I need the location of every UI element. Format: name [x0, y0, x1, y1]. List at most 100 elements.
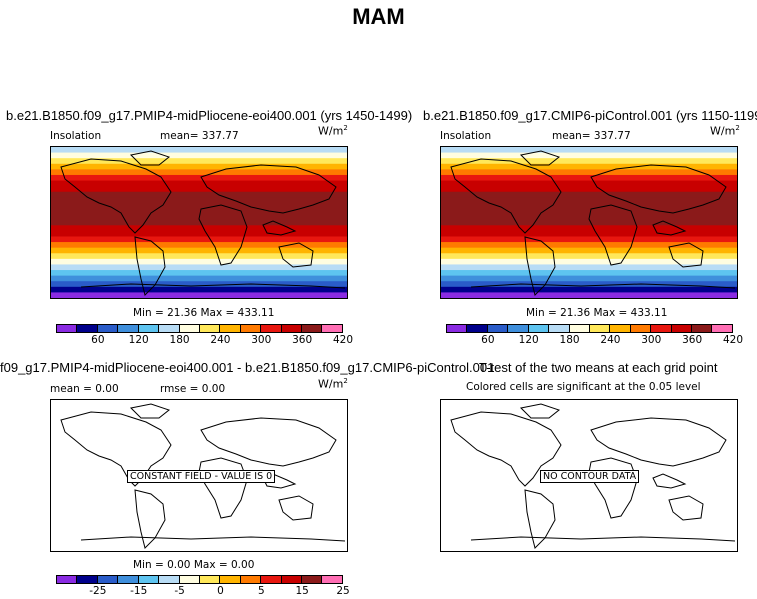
colorbar-tick-label: -5 [174, 585, 185, 597]
coastline-path [590, 164, 727, 214]
coastline-path [450, 158, 562, 234]
panel-tr-variable-label: Insolation [440, 130, 492, 142]
coastline-path [450, 411, 562, 487]
heatmap-band [51, 208, 347, 215]
coastline-path [198, 457, 248, 519]
heatmap-band [441, 258, 737, 266]
colorbar-tick-label: 15 [295, 585, 309, 597]
coastline-path [524, 489, 556, 549]
colorbar-swatch [96, 324, 119, 333]
colorbar-tick-label: 420 [332, 334, 354, 346]
coastline-path [200, 164, 337, 214]
heatmap-band [51, 163, 347, 170]
coastline-path [588, 204, 638, 266]
colorbar-tick-label: -15 [130, 585, 148, 597]
colorbar-swatch [56, 324, 78, 333]
heatmap-band [441, 236, 737, 243]
panel-tr-units: W/m2 [710, 124, 740, 138]
colorbar-swatch [280, 575, 303, 584]
panel-bl-minmax: Min = 0.00 Max = 0.00 [133, 559, 255, 571]
colorbar-swatch [198, 575, 221, 584]
panel-bl-title: f09_g17.PMIP4-midPliocene-eoi400.001 - b… [0, 360, 495, 375]
units-superscript: 2 [735, 124, 740, 132]
heatmap-band [51, 202, 347, 210]
coastline-path [519, 403, 561, 419]
coastline-path [470, 283, 736, 289]
coastline-path [134, 489, 166, 549]
panel-tl-variable-label: Insolation [50, 130, 102, 142]
colorbar-swatch [76, 575, 98, 584]
units-text: W/m [710, 124, 736, 138]
colorbar-tick-label: 120 [518, 334, 539, 346]
colorbar-swatch [158, 324, 180, 333]
panel-tr-colorbar-labels: 60 120 180 240 300 360 420 [447, 334, 743, 348]
colorbar-tick-label: 0 [217, 585, 224, 597]
panel-bl-units: W/m2 [318, 377, 348, 391]
heatmap-band [51, 158, 347, 165]
coastline-path [60, 158, 172, 234]
heatmap-band [441, 286, 737, 293]
heatmap-band [441, 275, 737, 282]
heatmap-band [51, 264, 347, 271]
heatmap-band [441, 242, 737, 249]
heatmap-band [51, 174, 347, 182]
heatmap-band [441, 219, 737, 226]
coastline-path [129, 150, 171, 166]
units-text: W/m [318, 124, 344, 138]
colorbar-swatch [321, 324, 343, 333]
heatmap-band [441, 208, 737, 215]
coastline-path [200, 417, 337, 467]
colorbar-swatch [507, 324, 529, 333]
panel-tr-minmax: Min = 21.36 Max = 433.11 [526, 307, 668, 319]
colorbar-swatch [239, 575, 262, 584]
colorbar-swatch [466, 324, 488, 333]
colorbar-tick-label: 300 [641, 334, 662, 346]
heatmap-band [51, 281, 347, 288]
heatmap-band [441, 197, 737, 204]
heatmap-band [441, 270, 737, 277]
coastline-path [278, 242, 314, 268]
colorbar-swatch [691, 324, 713, 333]
colorbar-swatch [301, 575, 323, 584]
colorbar-swatch [219, 324, 241, 333]
colorbar-swatch [76, 324, 98, 333]
colorbar-swatch [96, 575, 119, 584]
colorbar-swatch [548, 324, 570, 333]
heatmap-band [51, 219, 347, 226]
panel-bl-colorbar-labels: -25 -15 -5 0 5 15 25 [57, 585, 349, 599]
colorbar-tick-label: 360 [682, 334, 703, 346]
colorbar-swatch [650, 324, 672, 333]
heatmap-band [441, 169, 737, 176]
colorbar-tick-label: 180 [559, 334, 580, 346]
heatmap-band [51, 180, 347, 187]
panel-tl-minmax: Min = 21.36 Max = 433.11 [133, 307, 275, 319]
heatmap-band [441, 163, 737, 170]
heatmap-band [51, 292, 347, 298]
coastline-path [470, 536, 736, 542]
heatmap-band [441, 281, 737, 288]
colorbar-tick-label: 240 [210, 334, 231, 346]
coastline-path [590, 417, 727, 467]
colorbar-swatch [239, 324, 262, 333]
coastline-path [588, 457, 638, 519]
heatmap-band [441, 152, 737, 159]
heatmap-band [51, 253, 347, 260]
heatmap-band [51, 258, 347, 266]
colorbar-swatch [486, 324, 509, 333]
heatmap-band [51, 147, 347, 154]
heatmap-band [441, 186, 737, 193]
coastline-path [80, 283, 346, 289]
colorbar-swatch [219, 575, 241, 584]
heatmap-band [441, 174, 737, 182]
coastline-path [262, 220, 297, 236]
colorbar-swatch [260, 575, 282, 584]
heatmap-band [51, 230, 347, 238]
heatmap-band [51, 152, 347, 159]
panel-bl-notice: CONSTANT FIELD - VALUE IS 0 [127, 470, 276, 483]
colorbar-swatch [321, 575, 343, 584]
heatmap-band [441, 191, 737, 198]
colorbar-swatch [56, 575, 78, 584]
heatmap-band [51, 197, 347, 204]
panel-tr-title: b.e21.B1850.f09_g17.CMIP6-piControl.001 … [423, 108, 757, 123]
colorbar-swatch [178, 324, 200, 333]
